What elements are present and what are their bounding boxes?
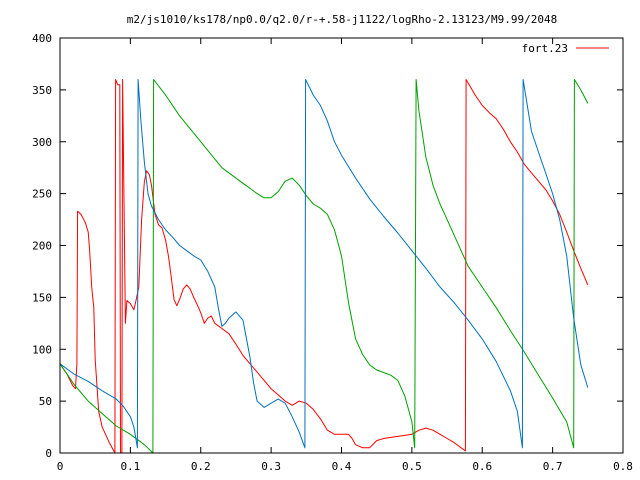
x-tick-label: 0.8 [613, 460, 633, 473]
y-tick-label: 300 [32, 136, 52, 149]
legend: fort.23 [522, 42, 609, 55]
x-tick-label: 0.3 [261, 460, 281, 473]
series-line-3 [59, 79, 589, 449]
x-tick-label: 0.6 [472, 460, 492, 473]
y-tick-label: 150 [32, 291, 52, 304]
x-tick-label: 0.5 [402, 460, 422, 473]
y-tick-label: 350 [32, 84, 52, 97]
y-tick-label: 0 [45, 447, 52, 460]
axes: 0 0.1 0.2 0.3 0.4 0.5 0.6 0.7 0.8 0 50 100 150 200 250… [32, 32, 633, 473]
y-tick-label: 50 [39, 395, 52, 408]
y-tick-label: 400 [32, 32, 52, 45]
y-tick-label: 200 [32, 240, 52, 253]
y-tick-label: 250 [32, 188, 52, 201]
x-tick-label: 0.2 [191, 460, 211, 473]
chart-title: m2/js1010/ks178/np0.0/q2.0/r-+.58-j1122/… [127, 13, 557, 26]
y-tick-label: 100 [32, 343, 52, 356]
x-tick-label: 0.7 [543, 460, 563, 473]
x-tick-label: 0.4 [332, 460, 352, 473]
series-layer [59, 79, 589, 454]
plot-frame [59, 37, 624, 454]
series-line-2 [59, 79, 589, 454]
legend-label: fort.23 [522, 42, 568, 55]
x-tick-label: 0.1 [120, 460, 140, 473]
series-line-1 [59, 79, 589, 454]
x-tick-label: 0 [57, 460, 64, 473]
